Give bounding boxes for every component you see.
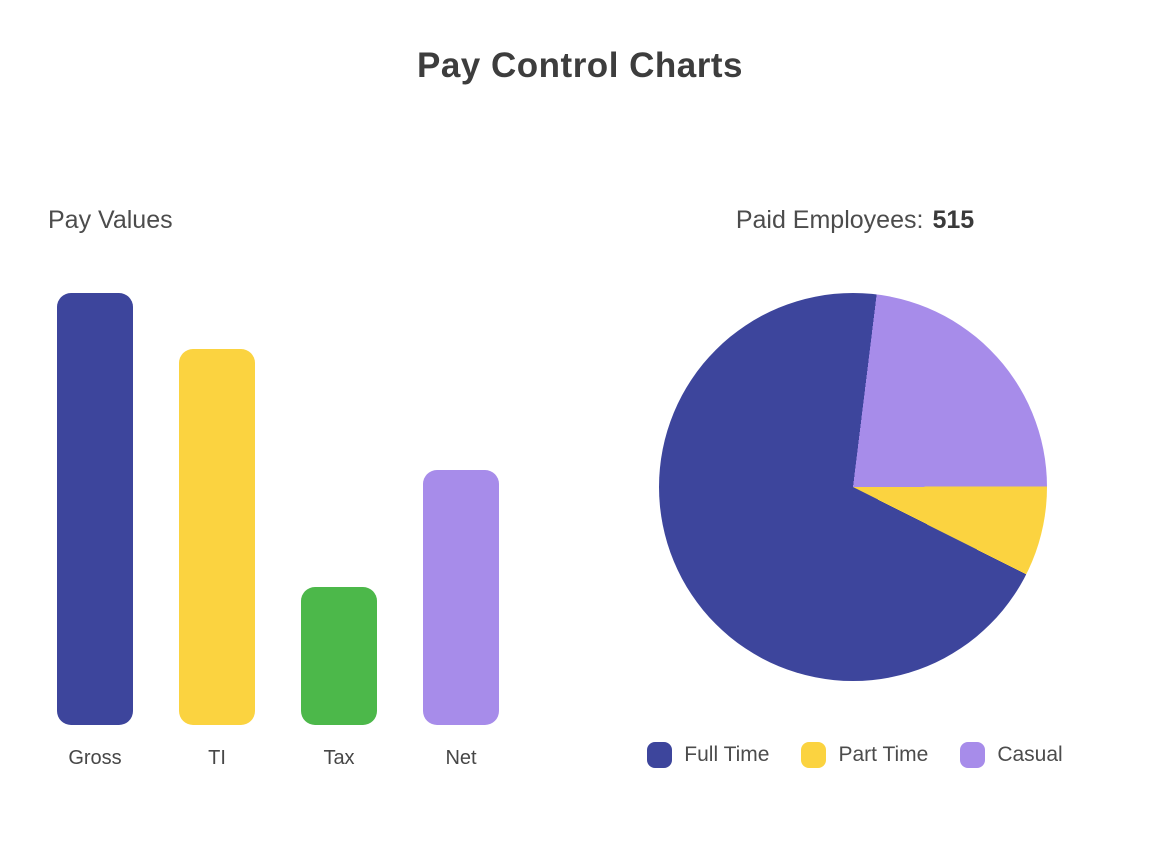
page-title: Pay Control Charts xyxy=(417,46,743,85)
pie-heading-label: Paid Employees: xyxy=(735,206,924,234)
legend-swatch-casual xyxy=(960,742,986,768)
legend-label: Casual xyxy=(997,743,1063,766)
bar-column-tax: Tax xyxy=(301,587,377,770)
legend-item-casual: Casual xyxy=(960,742,1063,768)
bar-chart: Gross TI Tax Net xyxy=(57,293,499,770)
legend-item-part-time: Part Time xyxy=(801,742,928,768)
bar-tax xyxy=(301,587,377,725)
legend-label: Full Time xyxy=(684,743,770,766)
legend-swatch-full-time xyxy=(647,742,673,768)
bar-column-ti: TI xyxy=(179,349,255,770)
pie-chart xyxy=(659,293,1047,681)
legend-label: Part Time xyxy=(838,743,929,766)
bar-net xyxy=(423,470,499,725)
bar-label-gross: Gross xyxy=(68,747,122,769)
bar-column-gross: Gross xyxy=(57,293,133,770)
paid-employees-count: 515 xyxy=(932,206,975,234)
legend-swatch-part-time xyxy=(801,742,827,768)
legend: Full Time Part Time Casual xyxy=(600,742,1110,768)
bar-label-ti: TI xyxy=(208,747,226,769)
bar-ti xyxy=(179,349,255,725)
legend-item-full-time: Full Time xyxy=(647,742,769,768)
bar-label-tax: Tax xyxy=(323,747,355,769)
pie-section-heading: Paid Employees: 515 xyxy=(660,206,1050,235)
bar-column-net: Net xyxy=(423,470,499,770)
bar-section-heading: Pay Values xyxy=(48,206,173,234)
bar-label-net: Net xyxy=(445,747,477,769)
bar-gross xyxy=(57,293,133,725)
